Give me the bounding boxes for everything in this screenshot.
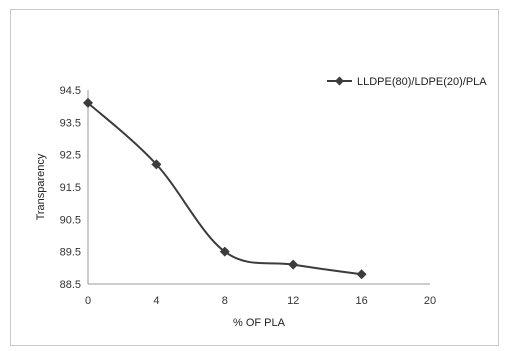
y-tick-label: 89.5 — [60, 247, 81, 259]
x-tick-labels: 0 4 8 12 16 20 — [85, 295, 436, 307]
y-tick-label: 94.5 — [60, 85, 81, 97]
data-point-marker — [83, 97, 93, 108]
data-point-marker — [151, 159, 162, 170]
y-tick-labels: 94.5 93.5 92.5 91.5 90.5 89.5 88.5 — [60, 85, 81, 291]
y-tick-label: 93.5 — [60, 117, 81, 129]
x-tick-label: 0 — [85, 295, 91, 307]
x-tick-label: 16 — [355, 295, 367, 307]
x-axis-title: % OF PLA — [233, 317, 286, 329]
x-tick-label: 12 — [287, 295, 299, 307]
y-tick-label: 90.5 — [60, 214, 81, 226]
legend: LLDPE(80)/LDPE(20)/PLA — [327, 76, 487, 88]
chart-frame — [10, 9, 499, 346]
series-layer — [83, 97, 367, 280]
y-tick-label: 91.5 — [60, 182, 81, 194]
series-line — [87, 102, 362, 276]
x-tick-label: 20 — [424, 295, 436, 307]
y-axis-title: Transparency — [35, 153, 47, 220]
data-point-marker — [356, 269, 367, 280]
data-point-marker — [288, 259, 299, 270]
y-tick-label: 88.5 — [60, 279, 81, 291]
y-tick-label: 92.5 — [60, 150, 81, 162]
legend-label: LLDPE(80)/LDPE(20)/PLA — [357, 76, 487, 88]
x-tick-label: 8 — [222, 295, 228, 307]
data-point-marker — [219, 246, 230, 257]
x-tick-label: 4 — [153, 295, 159, 307]
legend-marker — [335, 76, 344, 86]
